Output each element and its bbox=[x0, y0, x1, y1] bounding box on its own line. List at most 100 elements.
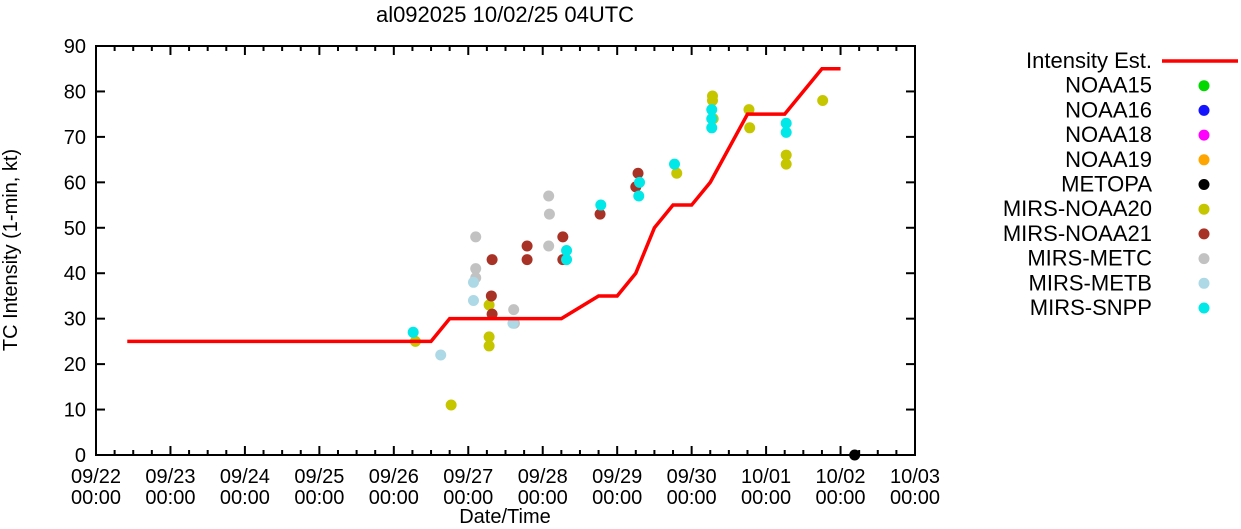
data-point-mirs-snpp bbox=[595, 199, 607, 211]
legend-item-intensity-est-: Intensity Est. bbox=[1026, 48, 1238, 73]
data-point-mirs-snpp bbox=[780, 126, 792, 138]
data-point-mirs-snpp bbox=[634, 176, 646, 188]
x-tick-label-time: 00:00 bbox=[443, 487, 493, 509]
data-point-mirs-noaa21 bbox=[521, 254, 533, 266]
legend-dot bbox=[1198, 203, 1210, 215]
data-point-mirs-metc bbox=[543, 240, 555, 252]
data-point-mirs-metb bbox=[467, 276, 479, 288]
legend-item-mirs-metc: MIRS-METC bbox=[1027, 246, 1210, 271]
data-point-mirs-noaa20 bbox=[445, 399, 457, 411]
x-tick-label-date: 09/23 bbox=[145, 466, 195, 488]
x-tick-label-time: 00:00 bbox=[816, 487, 866, 509]
data-point-mirs-noaa20 bbox=[817, 95, 829, 107]
y-tick-label: 70 bbox=[64, 127, 86, 149]
x-tick-label-date: 09/26 bbox=[369, 466, 419, 488]
x-tick-label-time: 00:00 bbox=[518, 487, 568, 509]
data-point-mirs-snpp bbox=[407, 326, 419, 338]
axis-ticks: 010203040506070809009/2200:0009/2300:000… bbox=[64, 36, 940, 509]
data-point-mirs-snpp bbox=[669, 158, 681, 170]
intensity-line bbox=[127, 66, 841, 344]
data-point-mirs-metb bbox=[507, 317, 519, 329]
legend-dot bbox=[1198, 129, 1210, 141]
y-tick-label: 90 bbox=[64, 36, 86, 58]
data-point-mirs-noaa20 bbox=[671, 167, 683, 179]
x-tick-label-time: 00:00 bbox=[890, 487, 940, 509]
x-tick-label-time: 00:00 bbox=[145, 487, 195, 509]
y-tick-label: 40 bbox=[64, 263, 86, 285]
y-tick-label: 20 bbox=[64, 354, 86, 376]
y-tick-label: 0 bbox=[75, 445, 86, 467]
legend-dot bbox=[1198, 302, 1210, 314]
x-tick-label-date: 09/28 bbox=[518, 466, 568, 488]
legend-label: MIRS-METB bbox=[1029, 270, 1152, 295]
legend-item-noaa16: NOAA16 bbox=[1065, 97, 1210, 122]
data-point-mirs-noaa21 bbox=[486, 254, 498, 266]
data-point-mirs-noaa20 bbox=[483, 299, 495, 311]
legend-item-mirs-snpp: MIRS-SNPP bbox=[1030, 295, 1210, 320]
data-point-mirs-metc bbox=[543, 190, 555, 202]
data-point-mirs-noaa21 bbox=[486, 308, 498, 320]
legend-label: MIRS-NOAA21 bbox=[1003, 221, 1152, 246]
legend: Intensity Est.NOAA15NOAA16NOAA18NOAA19ME… bbox=[1003, 48, 1238, 320]
x-tick-label-time: 00:00 bbox=[741, 487, 791, 509]
legend-dot bbox=[1198, 228, 1210, 240]
x-tick-label-date: 09/25 bbox=[294, 466, 344, 488]
x-tick-label-date: 09/24 bbox=[220, 466, 270, 488]
legend-item-noaa15: NOAA15 bbox=[1065, 73, 1210, 98]
x-tick-label-time: 00:00 bbox=[71, 487, 121, 509]
legend-dot bbox=[1198, 104, 1210, 116]
data-point-mirs-noaa20 bbox=[780, 149, 792, 161]
data-point-mirs-metc bbox=[508, 304, 520, 316]
data-point-mirs-noaa21 bbox=[485, 290, 497, 302]
legend-label: METOPA bbox=[1061, 172, 1152, 197]
data-point-mirs-noaa20 bbox=[483, 331, 495, 343]
x-tick-label-time: 00:00 bbox=[592, 487, 642, 509]
series-layer bbox=[127, 66, 861, 461]
data-point-mirs-noaa20 bbox=[483, 340, 495, 352]
legend-item-noaa18: NOAA18 bbox=[1065, 122, 1210, 147]
data-point-mirs-noaa21 bbox=[557, 231, 569, 243]
legend-label: NOAA18 bbox=[1065, 122, 1152, 147]
legend-item-mirs-noaa21: MIRS-NOAA21 bbox=[1003, 221, 1210, 246]
legend-dot bbox=[1198, 277, 1210, 289]
x-tick-label-date: 10/03 bbox=[890, 466, 940, 488]
data-point-mirs-snpp bbox=[633, 190, 645, 202]
data-point-mirs-noaa20 bbox=[780, 158, 792, 170]
legend-dot bbox=[1198, 154, 1210, 166]
legend-label: MIRS-NOAA20 bbox=[1003, 196, 1152, 221]
x-tick-label-time: 00:00 bbox=[220, 487, 270, 509]
legend-label: MIRS-SNPP bbox=[1030, 295, 1152, 320]
data-point-mirs-metb bbox=[467, 294, 479, 306]
legend-item-mirs-noaa20: MIRS-NOAA20 bbox=[1003, 196, 1210, 221]
data-point-mirs-noaa20 bbox=[706, 95, 718, 107]
y-tick-label: 80 bbox=[64, 81, 86, 103]
y-axis-label: TC Intensity (1-min, kt) bbox=[0, 149, 22, 351]
data-point-mirs-snpp bbox=[706, 113, 718, 125]
data-point-mirs-metc bbox=[470, 231, 482, 243]
x-tick-label-time: 00:00 bbox=[294, 487, 344, 509]
legend-label: NOAA19 bbox=[1065, 147, 1152, 172]
legend-dot bbox=[1198, 80, 1210, 92]
data-point-mirs-snpp bbox=[706, 104, 718, 116]
data-point-mirs-metc bbox=[543, 208, 555, 220]
legend-label: NOAA16 bbox=[1065, 97, 1152, 122]
legend-dot bbox=[1198, 253, 1210, 265]
data-point-mirs-noaa20 bbox=[743, 104, 755, 116]
data-point-mirs-snpp bbox=[561, 254, 573, 266]
x-tick-label-date: 09/27 bbox=[443, 466, 493, 488]
legend-dot bbox=[1198, 179, 1210, 190]
x-tick-label-date: 09/29 bbox=[592, 466, 642, 488]
chart-title: al092025 10/02/25 04UTC bbox=[376, 2, 634, 27]
data-point-mirs-snpp bbox=[706, 122, 718, 134]
data-point-metopa bbox=[849, 449, 861, 461]
y-tick-label: 50 bbox=[64, 218, 86, 240]
x-tick-label-date: 10/02 bbox=[816, 466, 866, 488]
x-tick-label-time: 00:00 bbox=[667, 487, 717, 509]
y-tick-label: 10 bbox=[64, 400, 86, 422]
legend-item-mirs-metb: MIRS-METB bbox=[1029, 270, 1210, 295]
legend-item-metopa: METOPA bbox=[1061, 172, 1210, 197]
data-point-mirs-noaa21 bbox=[632, 167, 644, 179]
x-axis-label: Date/Time bbox=[459, 506, 551, 528]
